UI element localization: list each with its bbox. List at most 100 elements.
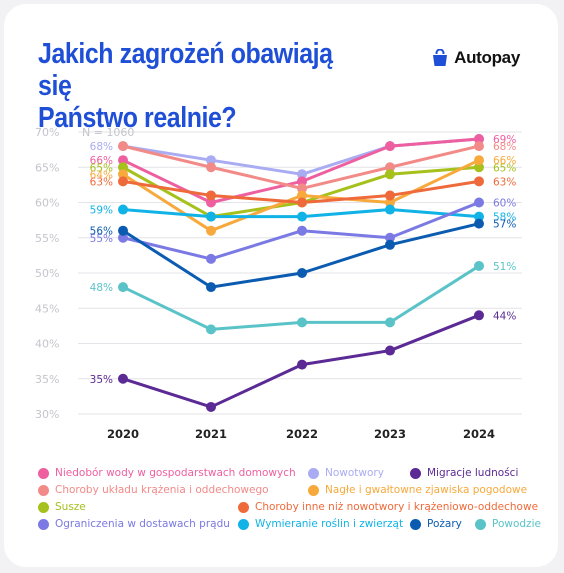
data-point: [206, 282, 216, 293]
legend-dot: [308, 484, 319, 496]
legend-label: Niedobór wody w gospodarstwach domowych: [55, 467, 296, 479]
legend-dot: [38, 484, 49, 496]
data-label: 57%: [493, 219, 516, 231]
data-point: [297, 317, 307, 328]
data-point: [297, 211, 307, 222]
y-tick-label: 45%: [35, 302, 59, 315]
data-point: [118, 155, 128, 166]
data-point: [118, 282, 128, 293]
data-point: [206, 197, 216, 208]
data-point: [297, 197, 307, 208]
data-label: 51%: [493, 261, 516, 273]
data-point: [474, 218, 484, 229]
legend-dot: [38, 467, 49, 479]
legend-dot: [410, 518, 421, 530]
data-point: [385, 232, 395, 243]
legend-dot: [238, 518, 249, 530]
data-point: [297, 225, 307, 236]
data-label: 55%: [90, 233, 113, 245]
data-point: [297, 359, 307, 370]
x-tick-label: 2024: [463, 427, 495, 441]
legend-item: Wymieranie roślin i zwierząt: [238, 518, 403, 530]
legend-item: Niedobór wody w gospodarstwach domowych: [38, 467, 296, 479]
data-label: 65%: [493, 162, 516, 174]
data-point: [118, 169, 128, 180]
legend-item: Choroby układu krążenia i oddechowego: [38, 484, 269, 496]
data-point: [118, 232, 128, 243]
legend-item: Ograniczenia w dostawach prądu: [38, 518, 230, 530]
data-point: [118, 162, 128, 173]
data-label: 63%: [493, 176, 516, 188]
data-label: 59%: [90, 205, 113, 217]
y-tick-label: 55%: [35, 232, 59, 245]
data-point: [118, 176, 128, 187]
data-label: 65%: [90, 162, 113, 174]
data-label: 66%: [493, 155, 516, 167]
data-point: [118, 225, 128, 236]
data-label: 64%: [90, 169, 113, 181]
data-label: 35%: [90, 374, 113, 386]
legend-label: Migracje ludności: [427, 467, 519, 479]
data-point: [297, 268, 307, 278]
legend-label: Choroby układu krążenia i oddechowego: [55, 484, 269, 496]
legend-label: Ograniczenia w dostawach prądu: [55, 518, 230, 530]
title-line-1: Jakich zagrożeń obawiają się: [38, 38, 333, 102]
x-tick-label: 2021: [195, 427, 227, 441]
data-point: [297, 183, 307, 194]
legend-item: Susze: [38, 501, 86, 513]
legend-dot: [238, 501, 249, 513]
data-point: [385, 204, 395, 215]
data-label: 48%: [90, 282, 113, 294]
legend-label: Nagłe i gwałtowne zjawiska pogodowe: [325, 484, 528, 496]
data-point: [474, 162, 484, 173]
data-label: 68%: [493, 141, 516, 153]
data-label: 69%: [493, 134, 516, 146]
data-point: [118, 373, 128, 384]
legend-label: Nowotwory: [325, 467, 384, 479]
data-label: 60%: [493, 198, 516, 210]
data-point: [206, 211, 216, 222]
legend-item: Nagłe i gwałtowne zjawiska pogodowe: [308, 484, 527, 496]
data-point: [206, 401, 216, 412]
data-point: [385, 162, 395, 173]
legend-label: Susze: [55, 501, 86, 513]
data-label: 58%: [493, 212, 516, 224]
y-tick-label: 70%: [35, 126, 59, 139]
legend-item: Pożary: [410, 518, 462, 530]
chart-card: Jakich zagrożeń obawiają się Państwo rea…: [4, 4, 558, 567]
brand-name: Autopay: [454, 48, 520, 67]
data-point: [474, 260, 484, 271]
data-point: [385, 239, 395, 250]
data-point: [118, 141, 128, 152]
data-point: [118, 204, 128, 215]
data-point: [206, 155, 216, 166]
legend-dot: [38, 501, 49, 513]
data-point: [385, 169, 395, 180]
data-label: 66%: [90, 155, 113, 167]
y-tick-label: 40%: [35, 338, 59, 351]
y-tick-label: 30%: [35, 408, 59, 421]
data-point: [297, 169, 307, 180]
data-point: [385, 141, 395, 152]
legend-label: Choroby inne niż nowotwory i krążeniowo-…: [255, 501, 539, 513]
data-point: [206, 225, 216, 236]
line-chart: 30% 35% 40% 45% 50% 55% 60% 65% 70% N = 1060 2020 2…: [35, 126, 522, 441]
title-line-2: Państwo realnie?: [38, 102, 237, 134]
legend-dot: [308, 467, 319, 479]
shopping-bag-icon: [433, 49, 448, 66]
data-point: [297, 190, 307, 201]
y-tick-label: 50%: [35, 267, 59, 280]
data-point: [474, 197, 484, 208]
brand-logo: Autopay: [432, 48, 520, 68]
legend-dot: [38, 518, 49, 530]
data-point: [206, 162, 216, 173]
x-tick-label: 2020: [107, 427, 139, 441]
data-label: 44%: [493, 310, 516, 322]
legend-item: Choroby inne niż nowotwory i krążeniowo-…: [238, 501, 538, 513]
data-point: [474, 155, 484, 166]
data-point: [206, 324, 216, 335]
data-label: 56%: [90, 226, 113, 238]
legend-label: Wymieranie roślin i zwierząt: [255, 518, 404, 530]
legend-item: Powodzie: [475, 518, 541, 530]
data-label: 68%: [90, 141, 113, 153]
